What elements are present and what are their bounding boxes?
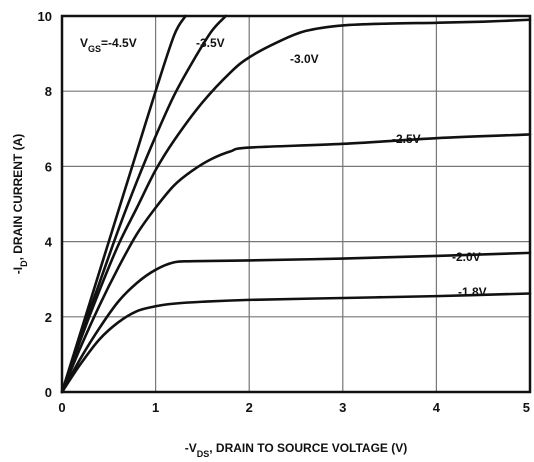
y-tick-label: 8 — [45, 84, 52, 99]
y-axis-title: -ID, DRAIN CURRENT (A) — [11, 134, 29, 275]
y-tick-label: 6 — [45, 159, 52, 174]
y-tick-label: 4 — [45, 235, 53, 250]
series-line — [60, 18, 532, 394]
x-axis-title: -VDS, DRAIN TO SOURCE VOLTAGE (V) — [185, 441, 408, 459]
series-layer — [60, 14, 532, 394]
x-axis-title-rest: , DRAIN TO SOURCE VOLTAGE (V) — [209, 441, 407, 455]
plot-frame — [60, 14, 532, 394]
series-label: -3.5V — [196, 36, 225, 50]
y-axis-title-rest: , DRAIN CURRENT (A) — [11, 134, 25, 261]
series-label: -2.0V — [452, 250, 481, 264]
y-tick-label: 0 — [45, 385, 52, 400]
series-line — [60, 292, 532, 394]
series-line — [60, 251, 532, 394]
grid — [62, 16, 530, 392]
series-line — [60, 14, 228, 394]
x-tick-label: 2 — [246, 400, 253, 415]
series-line — [60, 133, 532, 394]
y-tick-labels: 0 2 4 6 8 10 — [38, 9, 53, 400]
x-axis-title-subscript: DS — [197, 449, 210, 459]
series-label: -3.0V — [290, 52, 319, 66]
x-tick-label: 3 — [339, 400, 346, 415]
series-label: -2.5V — [392, 132, 421, 146]
y-tick-label: 10 — [38, 9, 52, 24]
x-tick-label: 0 — [58, 400, 65, 415]
x-tick-label: 5 — [523, 400, 530, 415]
y-tick-label: 2 — [45, 310, 52, 325]
series-line — [60, 14, 187, 394]
series-label: VGS=-4.5V — [80, 36, 137, 54]
x-tick-labels: 0 1 2 3 4 5 — [58, 400, 530, 415]
x-tick-label: 4 — [433, 400, 441, 415]
series-label: -1.8V — [458, 285, 487, 299]
curve-labels: VGS=-4.5V -3.5V -3.0V -2.5V -2.0V -1.8V — [80, 36, 487, 299]
y-axis-title-subscript: D — [19, 260, 29, 267]
x-tick-label: 1 — [152, 400, 159, 415]
y-axis-title-prefix: -I — [11, 267, 25, 274]
x-axis-title-prefix: -V — [185, 441, 197, 455]
